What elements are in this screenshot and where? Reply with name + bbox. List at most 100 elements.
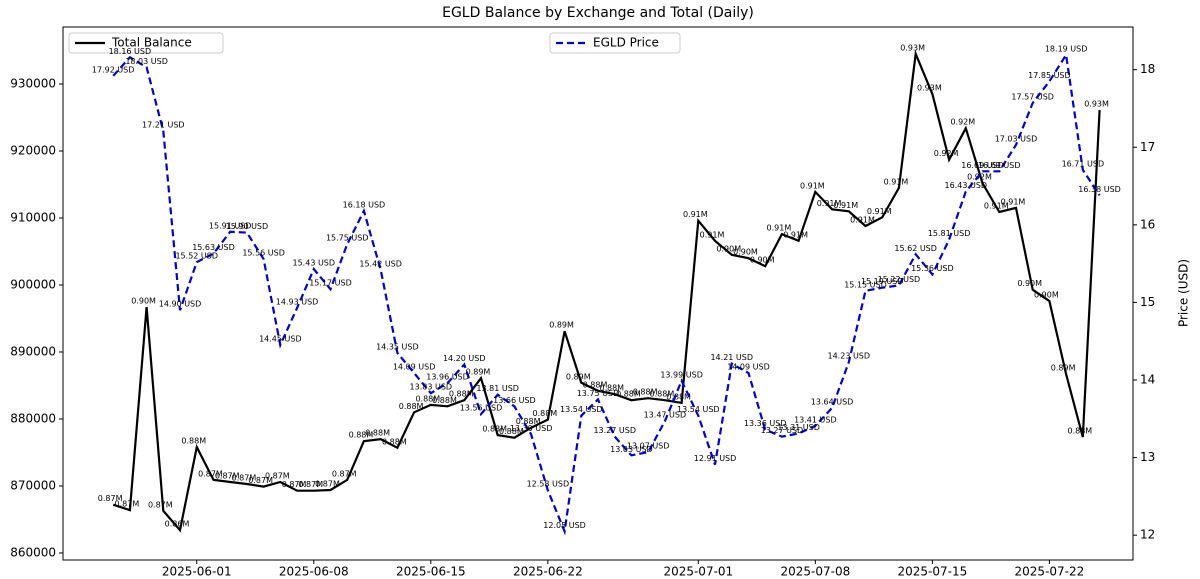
data-label: 0.93M [1084, 100, 1109, 109]
y2-tick-label: 13 [1140, 450, 1155, 464]
data-label: 0.86M [165, 520, 190, 529]
data-label: 15.19 USD [861, 277, 904, 286]
data-label: 13.27 USD [761, 426, 804, 435]
data-label: 15.42 USD [359, 259, 402, 268]
data-label: 0.88M [666, 392, 691, 401]
data-label: 0.88M [532, 409, 557, 418]
data-label: 0.88M [382, 437, 407, 446]
series-line [112, 51, 1101, 536]
data-label: 0.91M [767, 224, 792, 233]
data-label: 0.89M [1051, 364, 1076, 373]
data-label: 13.41 USD [794, 415, 837, 424]
data-label: 0.87M [98, 494, 123, 503]
data-label: 17.03 USD [995, 134, 1038, 143]
plot-frame [62, 26, 1134, 561]
data-label: 0.91M [683, 210, 708, 219]
data-label: 0.93M [900, 43, 925, 52]
data-label: 0.90M [1017, 279, 1042, 288]
data-label: 0.91M [700, 230, 725, 239]
data-label: 16.69 USD [978, 161, 1021, 170]
y-tick-label: 920000 [10, 144, 56, 158]
data-label: 17.21 USD [142, 120, 185, 129]
data-label: 14.45 USD [259, 335, 302, 344]
data-label: 0.91M [984, 201, 1009, 210]
data-label: 0.93M [917, 84, 942, 93]
data-label: 0.87M [265, 471, 290, 480]
data-label: 13.07 USD [627, 442, 670, 451]
data-label: 13.31 USD [777, 423, 820, 432]
data-label: 0.88M [432, 396, 457, 405]
y2-tick-label: 15 [1140, 295, 1155, 309]
y2-tick-label: 12 [1140, 528, 1155, 542]
data-label: 18.03 USD [125, 57, 168, 66]
data-label: 14.90 USD [159, 300, 202, 309]
data-label: 0.88M [349, 431, 374, 440]
x-tick-label: 2025-06-08 [279, 565, 349, 579]
data-label: 18.16 USD [109, 47, 152, 56]
data-label: 13.03 USD [610, 445, 653, 454]
data-label: 13.56 USD [460, 404, 503, 413]
data-label: 0.88M [633, 388, 658, 397]
data-label: 12.91 USD [694, 454, 737, 463]
data-label: 13.83 USD [410, 383, 453, 392]
data-label: 0.87M [198, 469, 223, 478]
data-label: 17.85 USD [1028, 71, 1071, 80]
data-label: 0.88M [482, 425, 507, 434]
data-label: 0.91M [884, 177, 909, 186]
data-label: 0.87M [315, 479, 340, 488]
data-label: 0.87M [215, 471, 240, 480]
y2-tick-label: 17 [1140, 140, 1155, 154]
x-tick-label: 2025-07-08 [780, 565, 850, 579]
data-label: 0.89M [566, 372, 591, 381]
data-label: 0.90M [131, 297, 156, 306]
data-label: 15.75 USD [326, 234, 369, 243]
data-label: 0.91M [833, 201, 858, 210]
data-label: 17.57 USD [1011, 93, 1054, 102]
data-label: 15.43 USD [293, 259, 336, 268]
data-label: 16.18 USD [343, 200, 386, 209]
legend-box [68, 32, 224, 54]
y-tick-label: 900000 [10, 277, 56, 291]
data-label: 0.90M [716, 244, 741, 253]
data-label: 12.05 USD [543, 521, 586, 530]
data-label: 16.38 USD [1078, 185, 1121, 194]
data-label: 14.21 USD [710, 353, 753, 362]
data-label: 15.63 USD [192, 243, 235, 252]
legend-label: EGLD Price [593, 36, 659, 50]
y-tick-label: 890000 [10, 344, 56, 358]
data-label: 15.56 USD [242, 248, 285, 257]
data-label: 0.92M [934, 149, 959, 158]
data-label: 0.88M [449, 390, 474, 399]
data-label: 0.88M [365, 429, 390, 438]
data-label: 14.20 USD [443, 354, 486, 363]
data-label: 0.87M [332, 469, 357, 478]
legend-box [549, 32, 681, 54]
data-label: 13.96 USD [426, 373, 469, 382]
data-label: 0.90M [1034, 291, 1059, 300]
data-label: 0.91M [817, 199, 842, 208]
data-label: 13.54 USD [560, 405, 603, 414]
data-label: 13.64 USD [811, 397, 854, 406]
y-tick-label: 930000 [10, 77, 56, 91]
data-label: 0.87M [115, 500, 140, 509]
data-label: 14.09 USD [393, 363, 436, 372]
x-tick-label: 2025-07-01 [663, 565, 733, 579]
data-label: 16.43 USD [945, 181, 988, 190]
data-label: 13.27 USD [593, 426, 636, 435]
y2-tick-label: 18 [1140, 62, 1155, 76]
data-label: 0.88M [399, 402, 424, 411]
data-label: 14.09 USD [727, 363, 770, 372]
x-tick-label: 2025-06-01 [162, 565, 232, 579]
data-label: 0.88M [516, 417, 541, 426]
data-label: 15.22 USD [878, 275, 921, 284]
y2-axis-label: Price (USD) [1177, 259, 1191, 327]
data-label: 15.81 USD [928, 229, 971, 238]
data-label: 0.90M [750, 256, 775, 265]
x-tick-label: 2025-06-15 [396, 565, 466, 579]
x-tick-label: 2025-06-22 [513, 565, 583, 579]
data-label: 12.58 USD [527, 480, 570, 489]
data-label: 13.54 USD [677, 405, 720, 414]
data-label: 0.88M [415, 394, 440, 403]
data-label: 0.92M [950, 118, 975, 127]
data-label: 0.88M [650, 390, 675, 399]
